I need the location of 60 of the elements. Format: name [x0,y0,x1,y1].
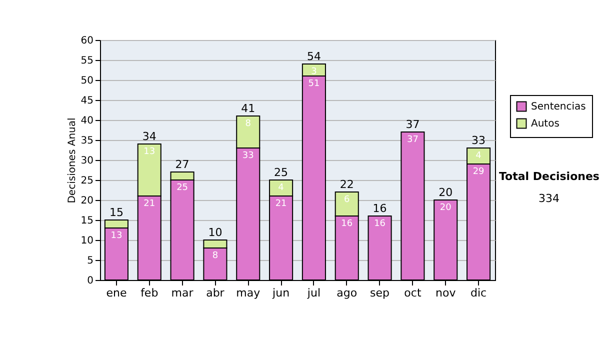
data-label: 13 [110,231,122,241]
data-label: 21 [144,199,156,209]
x-tick-label: dic [470,286,487,300]
total-label: 27 [175,158,190,171]
y-axis-title: Decisiones Anual [66,118,78,204]
total-label: 10 [208,226,222,239]
legend-label: Autos [531,118,560,130]
y-tick-label: 35 [80,136,94,146]
total-label: 54 [306,50,321,63]
y-tick-label: 20 [80,196,94,206]
y-tick-label: 45 [80,96,94,106]
text: 334 [538,192,560,205]
y-tick-label: 40 [80,116,94,126]
y-tick-label: 50 [80,76,94,86]
total-label: 25 [274,166,288,179]
y-tick-label: 25 [80,176,94,186]
x-tick-label: may [236,286,261,300]
data-label: 4 [476,151,482,161]
x-tick-label: sep [370,286,390,300]
x-tick-label: jun [272,286,290,300]
data-label: 51 [308,79,320,89]
y-tick-label: 10 [80,236,94,246]
x-tick-label: nov [436,286,456,300]
x-tick-label: ene [106,286,127,300]
x-tick-label: ago [336,286,358,300]
data-label: 21 [275,199,287,209]
x-tick-label: jul [306,286,321,300]
data-label: 8 [245,119,252,129]
legend-label: Sentencias [531,102,586,112]
data-label: 16 [341,219,353,229]
total-label: 33 [472,134,486,147]
y-tick-label: 0 [87,276,94,286]
y-tick-label: 5 [87,256,94,266]
data-label: 6 [344,195,350,205]
x-tick-label: mar [171,286,194,300]
total-label: 22 [340,178,354,191]
total-label: 15 [109,206,124,219]
y-tick-label: 55 [80,56,94,66]
total-label: 16 [372,202,387,215]
data-label: 37 [406,135,418,145]
total-label: 37 [406,118,420,131]
x-tick-label: feb [140,286,158,300]
y-tick-label: 15 [80,216,94,226]
data-label: 20 [440,203,452,213]
data-label: 33 [242,151,254,161]
data-label: 25 [176,183,188,193]
data-label: 4 [278,183,284,193]
data-label: 13 [144,147,156,157]
y-tick-label: 60 [80,36,94,46]
data-label: 29 [472,167,485,177]
data-label: 3 [311,67,317,77]
text: Total Decisiones [499,170,600,183]
total-label: 20 [438,186,453,199]
y-tick-label: 30 [80,156,94,166]
data-label: 16 [374,219,386,229]
data-label: 8 [212,251,218,261]
total-label: 41 [241,102,256,115]
total-label: 34 [142,130,156,143]
x-tick-label: oct [404,286,422,300]
x-tick-label: abr [206,286,225,300]
